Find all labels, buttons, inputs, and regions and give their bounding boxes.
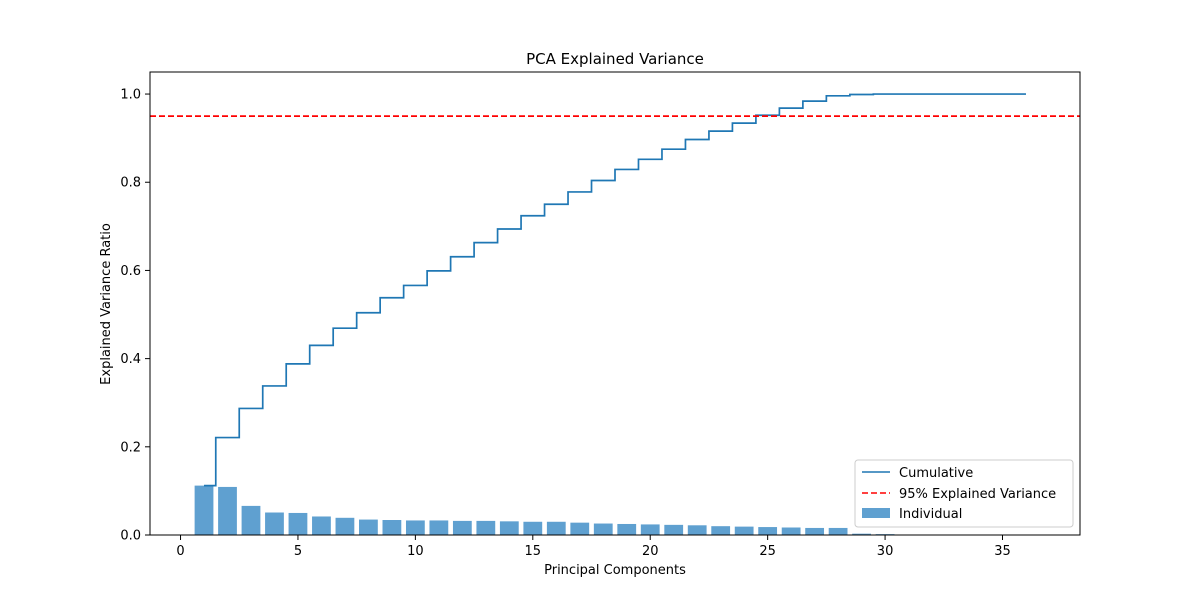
bar-pc-3	[241, 505, 261, 535]
lines-layer	[150, 93, 1080, 487]
y-tick-label: 0.8	[120, 176, 141, 191]
bar-pc-22	[687, 525, 707, 535]
legend: Cumulative 95% Explained Variance Indivi…	[854, 459, 1074, 528]
bar-pc-1	[194, 485, 214, 535]
y-tick-label: 0.0	[120, 529, 141, 544]
y-axis-title: Explained Variance Ratio	[99, 223, 114, 385]
bar-pc-24	[734, 526, 754, 535]
x-tick-label: 0	[176, 544, 184, 559]
legend-individual-label: Individual	[899, 507, 962, 522]
y-tick-label: 0.2	[120, 440, 141, 455]
bar-pc-8	[359, 519, 378, 535]
bar-pc-4	[265, 512, 284, 535]
y-tick-label: 1.0	[120, 88, 141, 103]
bar-pc-15	[523, 521, 543, 535]
y-tick-label: 0.6	[120, 264, 141, 279]
bar-pc-25	[758, 527, 778, 535]
bar-pc-6	[312, 516, 331, 535]
legend-box	[854, 459, 1074, 528]
bar-pc-17	[570, 522, 590, 535]
bar-pc-20	[640, 524, 660, 535]
bars-layer	[194, 485, 1036, 535]
legend-individual-swatch	[862, 508, 890, 518]
bar-pc-2	[218, 486, 237, 535]
bar-pc-10	[405, 520, 425, 535]
bar-pc-16	[546, 521, 566, 535]
x-tick-label: 10	[407, 544, 424, 559]
plot-frame	[149, 71, 1081, 536]
legend-cumulative-label: Cumulative	[899, 466, 973, 481]
y-tick-label: 0.4	[120, 352, 141, 367]
cumulative-step-line	[204, 93, 1026, 487]
bar-pc-28	[828, 527, 848, 535]
bar-pc-18	[593, 523, 613, 535]
bar-pc-29	[852, 533, 871, 535]
y-axis: 0.0 0.2 0.4 0.6 0.8 1.0	[120, 88, 150, 544]
x-tick-label: 35	[994, 544, 1011, 559]
x-axis: 0 5 10 15 20 25 30 35	[176, 535, 1011, 559]
bar-pc-23	[711, 526, 731, 535]
bar-pc-12	[452, 520, 472, 535]
bar-pc-5	[288, 512, 308, 535]
bar-pc-27	[805, 527, 825, 535]
bar-pc-14	[499, 521, 519, 535]
legend-threshold-label: 95% Explained Variance	[899, 487, 1056, 502]
bar-pc-13	[476, 520, 496, 535]
x-tick-label: 20	[642, 544, 659, 559]
bar-pc-19	[617, 523, 637, 535]
x-tick-label: 25	[759, 544, 776, 559]
bar-pc-11	[429, 520, 449, 535]
x-tick-label: 30	[877, 544, 894, 559]
bar-pc-26	[781, 527, 801, 535]
x-tick-label: 15	[525, 544, 542, 559]
chart-title: PCA Explained Variance	[526, 50, 704, 68]
bar-pc-21	[664, 524, 684, 535]
bar-pc-7	[335, 517, 355, 535]
bar-pc-9	[382, 520, 402, 535]
x-axis-title: Principal Components	[544, 563, 686, 578]
x-tick-label: 5	[294, 544, 302, 559]
